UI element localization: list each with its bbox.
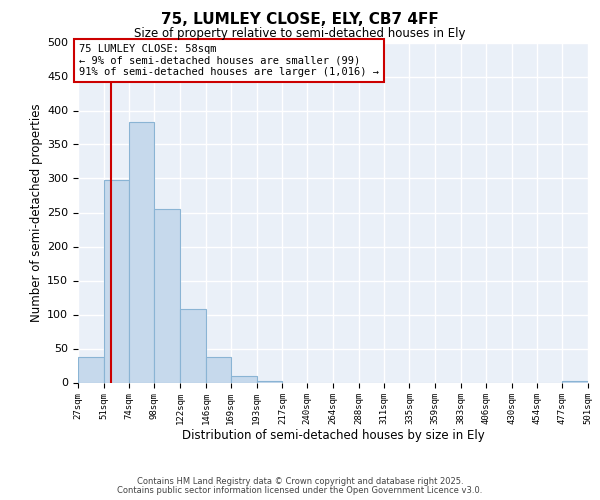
Bar: [78, 358, 104, 382]
Bar: [128, 122, 154, 382]
Bar: [180, 309, 206, 382]
Text: Contains HM Land Registry data © Crown copyright and database right 2025.: Contains HM Land Registry data © Crown c…: [137, 477, 463, 486]
Text: 75 LUMLEY CLOSE: 58sqm
← 9% of semi-detached houses are smaller (99)
91% of semi: 75 LUMLEY CLOSE: 58sqm ← 9% of semi-deta…: [79, 44, 379, 77]
Text: Contains public sector information licensed under the Open Government Licence v3: Contains public sector information licen…: [118, 486, 482, 495]
Bar: [104, 180, 128, 382]
Y-axis label: Number of semi-detached properties: Number of semi-detached properties: [30, 103, 43, 322]
X-axis label: Distribution of semi-detached houses by size in Ely: Distribution of semi-detached houses by …: [182, 428, 484, 442]
Text: Size of property relative to semi-detached houses in Ely: Size of property relative to semi-detach…: [134, 28, 466, 40]
Bar: [154, 209, 180, 382]
Bar: [257, 381, 283, 382]
Bar: [231, 376, 257, 382]
Bar: [206, 358, 231, 382]
Bar: [562, 381, 588, 382]
Text: 75, LUMLEY CLOSE, ELY, CB7 4FF: 75, LUMLEY CLOSE, ELY, CB7 4FF: [161, 12, 439, 28]
